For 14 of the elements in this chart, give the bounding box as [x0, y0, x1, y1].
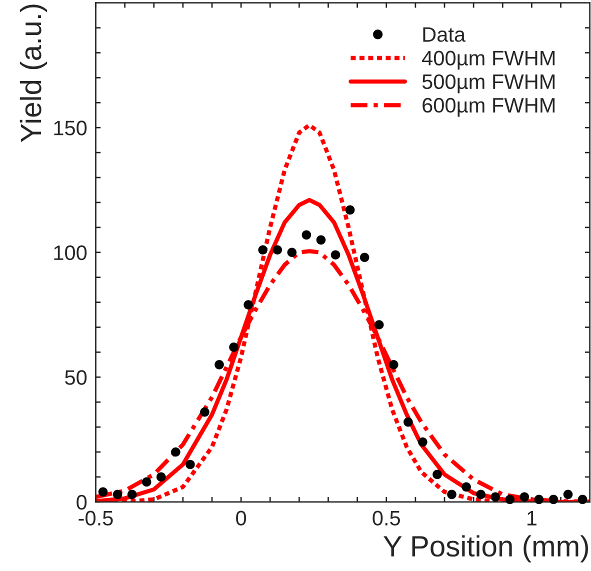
legend-label: 500µm FWHM: [422, 74, 555, 94]
y-tick-label: 50: [65, 370, 87, 385]
x-tick-label: -0.5: [78, 510, 113, 526]
y-tick-label: 100: [54, 245, 87, 260]
x-axis-title: Y Position (mm): [384, 535, 588, 562]
y-tick-label: 150: [54, 120, 87, 136]
y-axis-title: Yield (a.u.): [20, 4, 48, 142]
x-tick-label: 0: [236, 510, 246, 526]
x-tick-label: 0.5: [372, 510, 400, 526]
x-tick-label: 1: [527, 511, 536, 526]
legend-label: 600µm FWHM: [422, 98, 555, 117]
legend-label: 400µm FWHM: [422, 50, 555, 70]
legend-label: Data: [423, 27, 466, 42]
y-tick-label: 0: [76, 494, 87, 510]
